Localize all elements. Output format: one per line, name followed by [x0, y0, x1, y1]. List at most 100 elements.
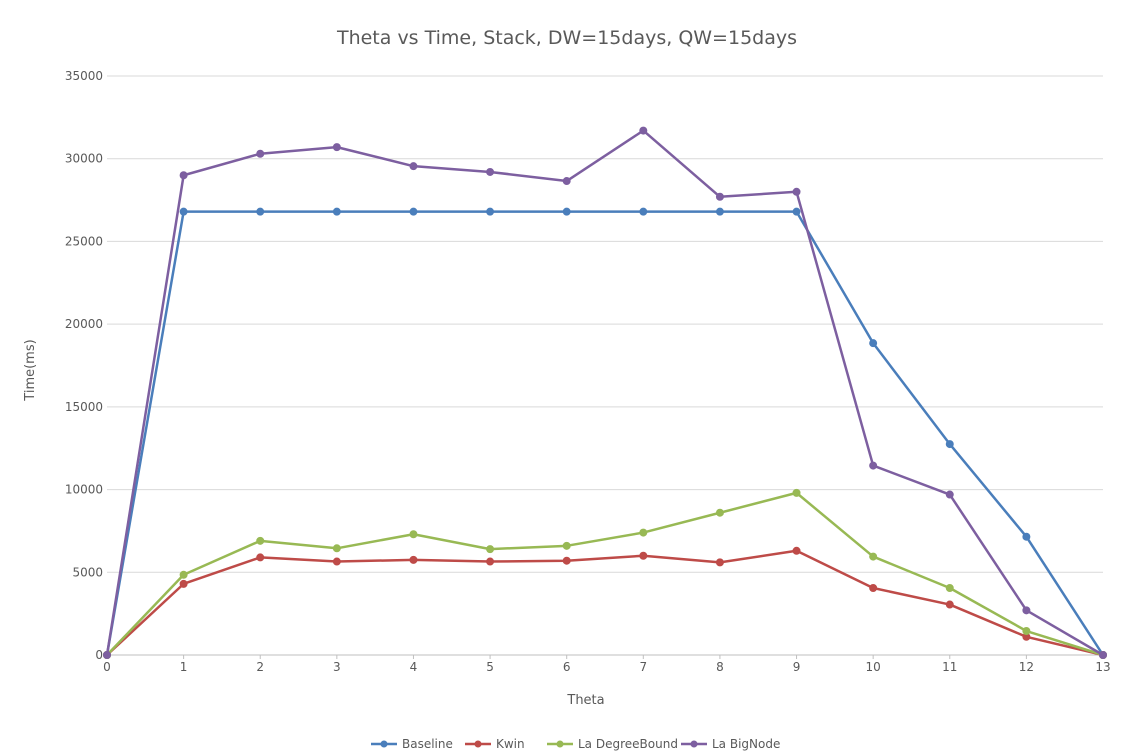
- data-point: [486, 207, 495, 216]
- data-point: [715, 192, 724, 201]
- legend: Baseline Kwin La DegreeBound La BigNode: [371, 737, 780, 751]
- data-point: [792, 488, 801, 497]
- x-tick-label: 11: [942, 660, 957, 674]
- data-point: [639, 126, 648, 135]
- x-tick-label: 5: [486, 660, 494, 674]
- data-point: [792, 546, 801, 555]
- x-tick-label: 7: [639, 660, 647, 674]
- y-tick-label: 10000: [65, 483, 103, 497]
- legend-item: La DegreeBound: [547, 737, 678, 751]
- x-tick-label: 2: [256, 660, 264, 674]
- data-point: [332, 207, 341, 216]
- x-axis-ticks: 0 1 2 3 4 5 6 7 8 9 10 11 12 13: [103, 655, 1111, 674]
- x-tick-label: 8: [716, 660, 724, 674]
- data-point: [1022, 627, 1031, 636]
- legend-label: Baseline: [402, 737, 453, 751]
- y-tick-label: 5000: [72, 565, 103, 579]
- series-la-degreebound: [103, 488, 1107, 659]
- y-tick-label: 25000: [65, 234, 103, 248]
- y-tick-label: 30000: [65, 152, 103, 166]
- data-point: [256, 149, 265, 158]
- x-tick-label: 12: [1019, 660, 1034, 674]
- data-point: [1022, 606, 1031, 615]
- data-point: [562, 556, 571, 565]
- data-point: [486, 557, 495, 566]
- y-axis-title: Time(ms): [23, 339, 38, 401]
- y-tick-label: 0: [95, 648, 103, 662]
- data-point: [869, 461, 878, 470]
- data-point: [639, 207, 648, 216]
- legend-marker: [556, 740, 564, 748]
- legend-label: Kwin: [496, 737, 525, 751]
- legend-marker: [380, 740, 388, 748]
- data-point: [409, 555, 418, 564]
- data-point: [409, 530, 418, 539]
- x-tick-label: 13: [1095, 660, 1110, 674]
- y-tick-label: 15000: [65, 400, 103, 414]
- data-point: [256, 553, 265, 562]
- data-point: [486, 545, 495, 554]
- legend-marker: [474, 740, 482, 748]
- legend-item: La BigNode: [681, 737, 780, 751]
- data-point: [945, 584, 954, 593]
- data-point: [409, 207, 418, 216]
- series-line: [106, 491, 1104, 657]
- data-point: [179, 579, 188, 588]
- data-point: [1099, 651, 1107, 659]
- series-group: [103, 126, 1107, 659]
- data-point: [332, 544, 341, 553]
- y-tick-label: 20000: [65, 317, 103, 331]
- series-kwin: [103, 546, 1107, 659]
- data-point: [332, 143, 341, 152]
- legend-item: Kwin: [465, 737, 525, 751]
- x-tick-label: 1: [180, 660, 188, 674]
- data-point: [179, 570, 188, 579]
- data-point: [639, 551, 648, 560]
- legend-label: La BigNode: [712, 737, 780, 751]
- data-point: [792, 207, 801, 216]
- series-line: [105, 129, 1104, 657]
- data-point: [869, 339, 878, 348]
- x-tick-label: 3: [333, 660, 341, 674]
- data-point: [869, 552, 878, 561]
- legend-label: La DegreeBound: [578, 737, 678, 751]
- gridlines: [107, 75, 1103, 656]
- data-point: [562, 541, 571, 550]
- data-point: [639, 528, 648, 537]
- data-point: [256, 207, 265, 216]
- data-point: [1022, 532, 1031, 541]
- data-point: [179, 207, 188, 216]
- data-point: [715, 207, 724, 216]
- y-tick-label: 35000: [65, 69, 103, 83]
- data-point: [256, 536, 265, 545]
- data-point: [869, 584, 878, 593]
- legend-marker: [690, 740, 698, 748]
- x-tick-label: 4: [410, 660, 418, 674]
- data-point: [486, 167, 495, 176]
- legend-item: Baseline: [371, 737, 453, 751]
- series-la-bignode: [103, 126, 1107, 659]
- data-point: [409, 162, 418, 171]
- data-point: [945, 490, 954, 499]
- data-point: [179, 171, 188, 180]
- x-tick-label: 10: [866, 660, 881, 674]
- x-tick-label: 0: [103, 660, 111, 674]
- data-point: [332, 557, 341, 566]
- series-line: [106, 549, 1104, 657]
- chart-title: Theta vs Time, Stack, DW=15days, QW=15da…: [336, 27, 797, 49]
- data-point: [945, 440, 954, 449]
- data-point: [562, 177, 571, 186]
- series-line: [105, 210, 1105, 656]
- y-axis-ticks: 0 5000 10000 15000 20000 25000 30000 35000: [65, 69, 103, 662]
- x-tick-label: 6: [563, 660, 571, 674]
- data-point: [562, 207, 571, 216]
- data-point: [715, 508, 724, 517]
- data-point: [715, 558, 724, 567]
- x-axis-title: Theta: [566, 693, 604, 708]
- x-tick-label: 9: [793, 660, 801, 674]
- data-point: [103, 651, 111, 659]
- data-point: [945, 600, 954, 609]
- data-point: [792, 187, 801, 196]
